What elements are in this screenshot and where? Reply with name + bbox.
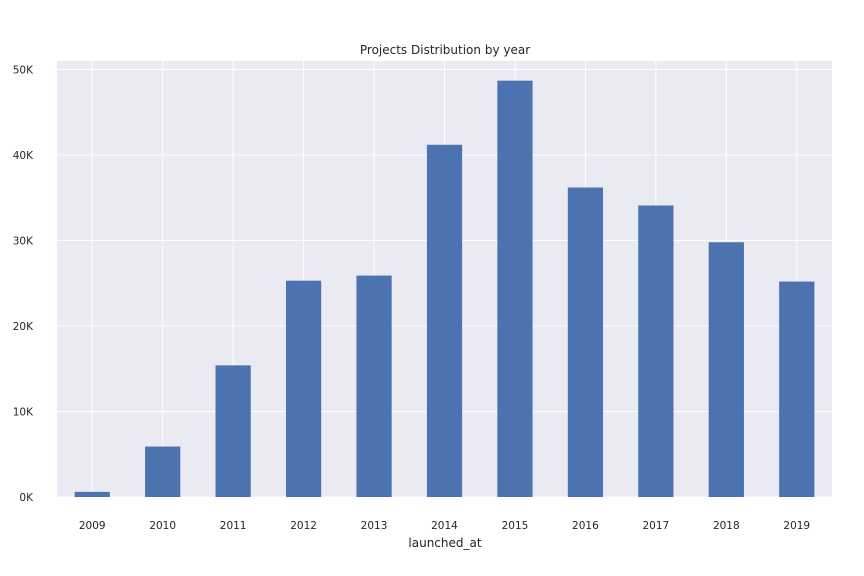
y-tick-label: 40K	[13, 150, 34, 162]
x-tick-label: 2019	[783, 520, 810, 532]
x-axis-label: launched_at	[408, 536, 481, 550]
x-tick-label: 2012	[290, 520, 317, 532]
x-tick-label: 2009	[79, 520, 106, 532]
bar-2013	[356, 275, 392, 497]
bar-2016	[567, 187, 604, 497]
x-tick-label: 2016	[572, 520, 599, 532]
bar-2018	[708, 242, 744, 497]
x-tick-label: 2013	[361, 520, 388, 532]
x-tick-label: 2010	[149, 520, 176, 532]
y-tick-label: 30K	[13, 236, 34, 248]
x-tick-label: 2014	[431, 520, 458, 532]
x-tick-label: 2017	[642, 520, 669, 532]
chart-title: Projects Distribution by year	[360, 43, 530, 57]
y-tick-label: 50K	[13, 65, 34, 77]
y-axis-ticks: 0K 10K 20K 30K 40K 50K	[13, 65, 34, 504]
y-tick-label: 10K	[13, 407, 34, 419]
x-axis-ticks: 2009 2010 2011 2012 2013 2014 2015 2016 2017 2018…	[79, 520, 810, 532]
bar-2011	[215, 365, 251, 497]
y-tick-label: 20K	[13, 321, 34, 333]
bar-2017	[638, 205, 674, 497]
x-tick-label: 2015	[502, 520, 529, 532]
bar-2010	[145, 446, 181, 497]
bar-2009	[74, 491, 110, 497]
bar-2012	[285, 280, 322, 497]
bar-2014	[426, 144, 463, 497]
y-tick-label: 0K	[19, 492, 34, 504]
x-tick-label: 2018	[713, 520, 740, 532]
x-tick-label: 2011	[220, 520, 247, 532]
bar-2019	[779, 281, 815, 497]
bars	[74, 80, 815, 497]
bar-2015	[497, 80, 533, 497]
